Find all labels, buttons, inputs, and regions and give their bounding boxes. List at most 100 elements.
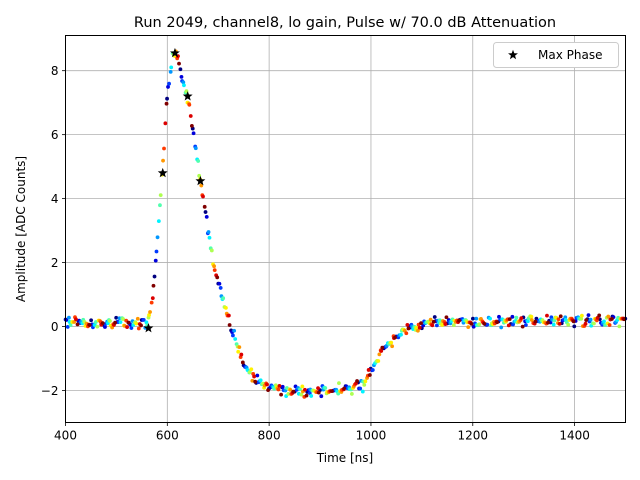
data-point <box>393 335 397 340</box>
data-point <box>156 219 161 224</box>
data-point <box>126 320 131 325</box>
data-point <box>316 390 321 395</box>
data-point <box>68 323 73 328</box>
y-tick-label: −2 <box>41 384 59 398</box>
data-point <box>136 326 141 331</box>
legend-label: Max Phase <box>538 48 602 62</box>
data-point <box>189 123 194 128</box>
data-point <box>280 384 285 389</box>
data-point <box>75 322 80 327</box>
data-point <box>182 83 186 88</box>
data-point <box>207 235 212 240</box>
data-point <box>72 320 77 324</box>
data-point <box>240 360 245 365</box>
data-point <box>129 326 134 330</box>
data-point <box>253 379 258 384</box>
max-phase-star <box>182 91 193 101</box>
data-point <box>474 316 479 321</box>
data-point <box>551 322 556 327</box>
data-point <box>164 101 169 106</box>
data-point <box>252 374 257 379</box>
data-point <box>358 386 363 391</box>
data-point <box>291 389 296 394</box>
data-point <box>134 321 139 326</box>
data-point <box>389 340 394 345</box>
data-point <box>606 314 611 319</box>
data-point <box>150 296 155 301</box>
data-point <box>471 316 475 321</box>
data-point <box>440 323 445 327</box>
data-point <box>147 313 151 317</box>
plot-frame <box>65 35 626 423</box>
data-point <box>154 249 159 254</box>
data-point <box>255 373 260 378</box>
data-point <box>520 324 525 329</box>
data-point <box>457 318 461 323</box>
data-point <box>337 381 341 386</box>
y-axis-label: Amplitude [ADC Counts] <box>14 156 28 302</box>
data-point <box>187 102 192 107</box>
data-point <box>499 325 504 330</box>
data-point <box>510 314 515 319</box>
data-point <box>602 319 606 324</box>
data-point <box>443 322 448 326</box>
y-tick-label: 4 <box>51 192 59 206</box>
data-point <box>330 389 334 394</box>
data-point <box>414 325 419 330</box>
data-point <box>118 320 123 324</box>
data-point <box>529 318 534 322</box>
data-point <box>181 80 186 85</box>
max-phase-star <box>143 322 154 333</box>
data-point <box>108 319 112 323</box>
data-point <box>250 378 255 383</box>
data-point <box>376 359 381 363</box>
data-point <box>227 323 232 327</box>
data-point <box>265 382 269 387</box>
data-point <box>233 337 238 341</box>
data-point <box>158 193 163 198</box>
data-point <box>349 392 354 396</box>
data-point <box>162 146 166 151</box>
data-point <box>466 325 471 330</box>
max-phase-star <box>195 175 206 186</box>
data-point <box>141 318 146 322</box>
data-point <box>533 319 538 324</box>
data-point <box>546 320 550 325</box>
data-point <box>212 268 217 273</box>
data-point <box>277 383 282 388</box>
data-point <box>380 345 385 350</box>
data-point <box>191 131 196 136</box>
data-point <box>355 379 359 383</box>
data-point <box>323 386 328 390</box>
data-point <box>377 352 382 357</box>
data-point <box>304 393 309 398</box>
data-point <box>215 275 220 280</box>
data-point <box>89 318 94 323</box>
data-point <box>545 313 549 318</box>
data-point <box>363 379 368 384</box>
x-axis-ticks: 400 600 800 1000 1200 1400 <box>54 422 590 443</box>
y-tick-label: 6 <box>51 128 59 142</box>
data-point <box>519 316 524 321</box>
data-point <box>319 394 324 399</box>
data-point <box>144 320 149 325</box>
x-tick-label: 1000 <box>356 429 387 443</box>
data-point <box>179 75 184 79</box>
data-point <box>430 323 435 328</box>
data-point <box>342 386 347 391</box>
y-tick-label: 8 <box>51 64 59 78</box>
data-point <box>165 96 169 101</box>
data-point <box>428 317 433 322</box>
data-point <box>316 386 320 390</box>
data-point <box>65 325 70 329</box>
data-point <box>151 283 156 288</box>
data-point <box>135 316 140 321</box>
data-point <box>432 315 437 319</box>
data-point <box>286 392 291 396</box>
data-point <box>366 368 371 372</box>
data-point <box>203 210 208 214</box>
x-axis-label: Time [ns] <box>316 451 373 465</box>
data-point <box>309 394 314 398</box>
data-point <box>232 328 237 333</box>
data-point <box>583 321 588 326</box>
